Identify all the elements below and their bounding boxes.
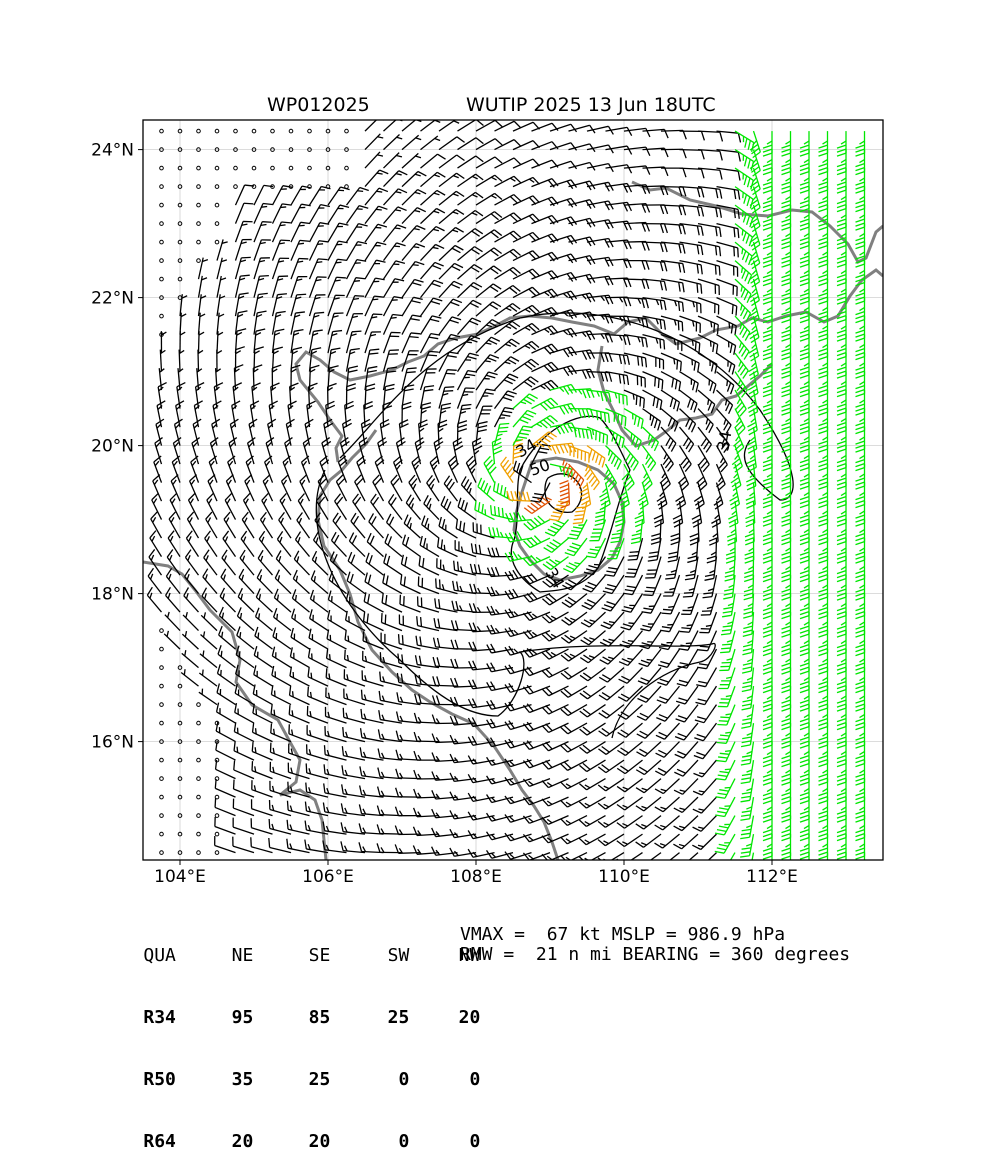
r64-nw: 0: [409, 1132, 480, 1152]
storm-id-title: WP012025: [267, 94, 370, 116]
y-tick-label: 18°N: [91, 585, 134, 605]
vmax-mslp-text: VMAX = 67 kt MSLP = 986.9 hPa: [460, 924, 785, 945]
x-tick-label: 110°E: [598, 867, 650, 887]
header-ne: NE: [187, 946, 253, 966]
header-sw: SW: [330, 946, 409, 966]
r34-se: 85: [253, 1008, 330, 1028]
r34-ne: 95: [187, 1008, 253, 1028]
rmw-bearing-text: RMW = 21 n mi BEARING = 360 degrees: [460, 944, 850, 965]
r50-ne: 35: [187, 1070, 253, 1090]
r34-sw: 25: [330, 1008, 409, 1028]
header-se: SE: [253, 946, 330, 966]
r64-sw: 0: [330, 1132, 409, 1152]
contour-label-34: 34: [713, 429, 735, 452]
y-tick-label: 24°N: [91, 141, 134, 161]
y-tick-label: 16°N: [91, 733, 134, 753]
r50-sw: 0: [330, 1070, 409, 1090]
r34-nw: 20: [409, 1008, 480, 1028]
y-tick-label: 20°N: [91, 437, 134, 457]
row-label: R34: [143, 1008, 187, 1028]
r50-nw: 0: [409, 1070, 480, 1090]
x-tick-label: 112°E: [746, 867, 798, 887]
y-tick-label: 22°N: [91, 289, 134, 309]
r64-ne: 20: [187, 1132, 253, 1152]
header-qua: QUA: [143, 946, 187, 966]
row-label: R50: [143, 1070, 187, 1090]
r64-se: 20: [253, 1132, 330, 1152]
row-label: R64: [143, 1132, 187, 1152]
storm-name-time-title: WUTIP 2025 13 Jun 18UTC: [466, 94, 716, 116]
r50-se: 25: [253, 1070, 330, 1090]
